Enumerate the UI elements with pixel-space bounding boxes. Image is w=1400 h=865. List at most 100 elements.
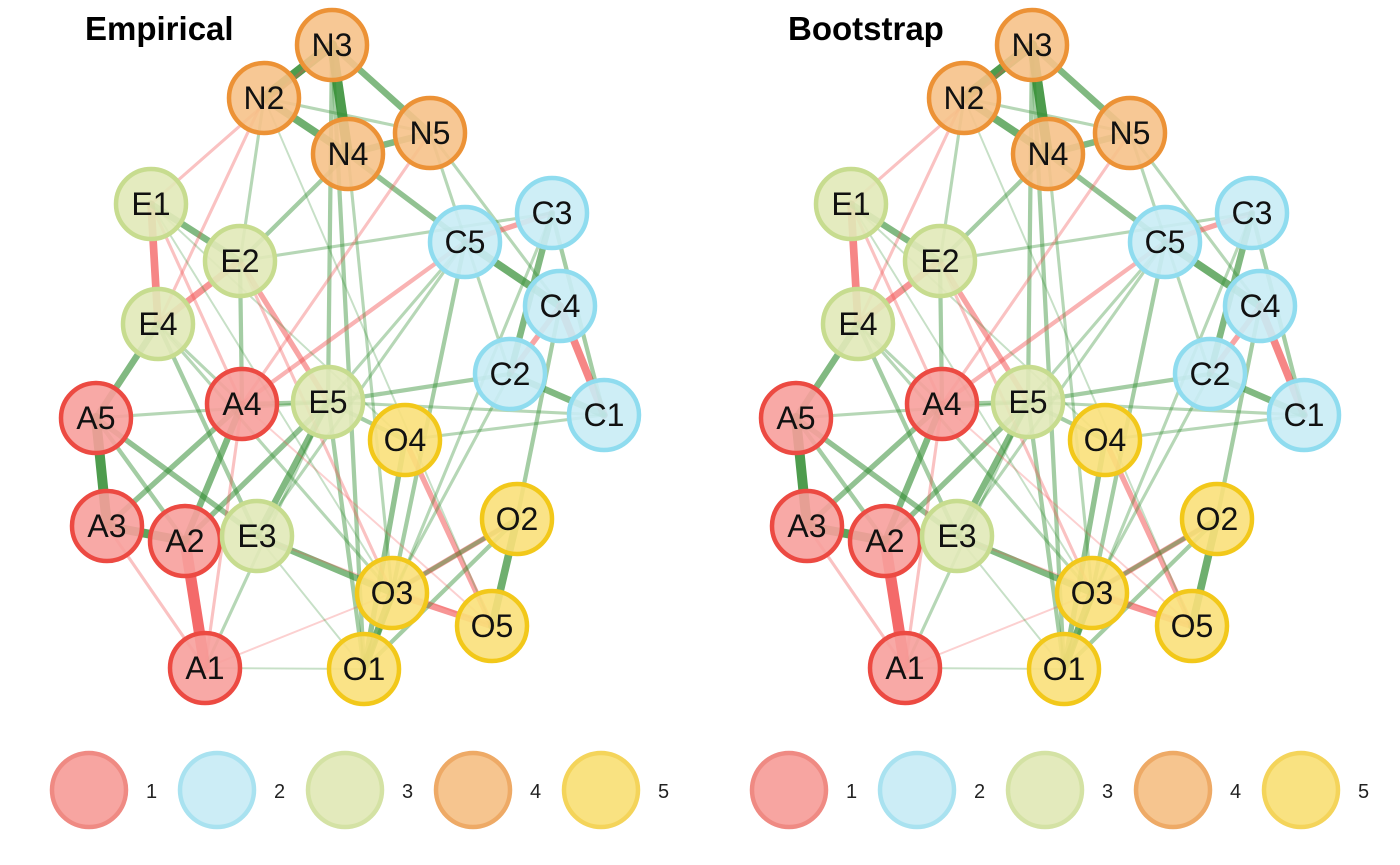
node-circle: [1092, 95, 1168, 171]
edge-c5-a4: [239, 239, 468, 407]
node-label: E2: [220, 243, 259, 279]
legend-swatch: [49, 750, 129, 830]
node-label: A1: [885, 650, 924, 686]
node-a4: A4: [204, 366, 280, 442]
node-circle: [902, 223, 978, 299]
edge-n3-e5: [325, 42, 335, 405]
node-label: O3: [371, 575, 414, 611]
panel-bootstrap: A1 A2 A3 A4 A5 C1 C2 C3 C4 C5 E1 E2 E3 E4 E5 N2 N3 N4 N5 O1…: [749, 7, 1369, 830]
node-c1: C1: [566, 377, 642, 453]
node-e5: E5: [290, 364, 366, 440]
node-circle: [167, 630, 243, 706]
legend-label: 1: [146, 781, 157, 803]
node-a2: A2: [147, 503, 223, 579]
node-circle: [120, 286, 196, 362]
legend-label: 2: [974, 781, 985, 803]
node-label: C4: [1240, 288, 1281, 324]
node-n5: N5: [1092, 95, 1168, 171]
node-label: N2: [944, 80, 985, 116]
node-circle: [1222, 268, 1298, 344]
node-a4: A4: [904, 366, 980, 442]
node-label: E3: [937, 518, 976, 554]
node-o3: O3: [354, 555, 430, 631]
legend-label: 4: [530, 781, 541, 803]
node-circle: [290, 364, 366, 440]
node-label: C3: [1232, 195, 1273, 231]
node-label: N4: [328, 136, 369, 172]
node-label: O4: [1084, 422, 1127, 458]
node-circle: [1179, 481, 1255, 557]
node-c3: C3: [1214, 175, 1290, 251]
node-a3: A3: [69, 488, 145, 564]
legend-label: 3: [402, 781, 413, 803]
node-c4: C4: [522, 268, 598, 344]
node-circle: [226, 60, 302, 136]
edge-e4-o3: [856, 322, 1094, 595]
node-n5: N5: [392, 95, 468, 171]
node-circle: [758, 380, 834, 456]
node-label: C2: [490, 356, 531, 392]
edge-n2-o5: [263, 97, 493, 627]
node-e2: E2: [902, 223, 978, 299]
node-a1: A1: [167, 630, 243, 706]
edge-e4-e3: [855, 321, 960, 539]
legend-item-3: 3: [1005, 750, 1113, 830]
node-circle: [820, 286, 896, 362]
node-label: A3: [87, 508, 126, 544]
edge-c5-a4: [939, 239, 1168, 407]
node-label: E4: [138, 306, 177, 342]
legend-swatch: [749, 750, 829, 830]
node-label: O1: [1043, 651, 1086, 687]
node-circle: [69, 488, 145, 564]
node-label: E1: [831, 186, 870, 222]
node-circle: [1054, 555, 1130, 631]
node-label: A5: [776, 400, 815, 436]
node-label: C4: [540, 288, 581, 324]
node-e3: E3: [219, 498, 295, 574]
panel-title-empirical: Empirical: [85, 10, 234, 47]
node-n4: N4: [310, 116, 386, 192]
node-c2: C2: [1172, 336, 1248, 412]
legend-item-3: 3: [305, 750, 413, 830]
node-circle: [326, 631, 402, 707]
node-e1: E1: [813, 166, 889, 242]
node-a1: A1: [867, 630, 943, 706]
panel-title-bootstrap: Bootstrap: [788, 10, 944, 47]
node-label: A4: [222, 386, 261, 422]
node-circle: [1266, 377, 1342, 453]
node-label: O3: [1071, 575, 1114, 611]
edge-o4-o1: [361, 437, 408, 672]
legend-swatch: [1005, 750, 1085, 830]
node-circle: [1067, 402, 1143, 478]
node-a3: A3: [769, 488, 845, 564]
node-a2: A2: [847, 503, 923, 579]
legend-label: 1: [846, 781, 857, 803]
node-circle: [310, 116, 386, 192]
node-circle: [204, 366, 280, 442]
node-n3: N3: [294, 7, 370, 83]
node-o1: O1: [1026, 631, 1102, 707]
node-label: A2: [865, 523, 904, 559]
node-circle: [1026, 631, 1102, 707]
node-circle: [919, 498, 995, 574]
node-label: E5: [308, 384, 347, 420]
node-layer: A1 A2 A3 A4 A5 C1 C2 C3 C4 C5 E1 E2 E3 E4 E5 N2 N3 N4 N5 O1…: [758, 7, 1342, 707]
legend-item-4: 4: [433, 750, 541, 830]
node-label: O1: [343, 651, 386, 687]
node-a5: A5: [58, 380, 134, 456]
node-label: O5: [471, 608, 514, 644]
node-circle: [479, 481, 555, 557]
edge-c3-e2: [238, 211, 554, 263]
node-label: N3: [312, 27, 353, 63]
node-label: E4: [838, 306, 877, 342]
edge-c2-o3: [1090, 372, 1212, 595]
node-circle: [294, 7, 370, 83]
node-circle: [514, 175, 590, 251]
node-a5: A5: [758, 380, 834, 456]
node-layer: A1 A2 A3 A4 A5 C1 C2 C3 C4 C5 E1 E2 E3 E4 E5 N2 N3 N4 N5 O1…: [58, 7, 642, 707]
node-label: A4: [922, 386, 961, 422]
node-o1: O1: [326, 631, 402, 707]
edge-n2-e4: [156, 96, 266, 326]
node-circle: [566, 377, 642, 453]
edge-a4-o5: [241, 403, 493, 627]
